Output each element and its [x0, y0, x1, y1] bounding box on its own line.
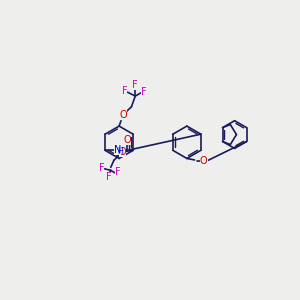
- Text: F: F: [115, 167, 121, 177]
- Text: O: O: [200, 156, 208, 166]
- Text: F: F: [106, 172, 111, 182]
- Text: F: F: [133, 80, 138, 90]
- Text: F: F: [141, 87, 147, 97]
- Text: O: O: [119, 110, 127, 120]
- Text: F: F: [122, 86, 127, 96]
- Text: O: O: [118, 147, 126, 157]
- Text: O: O: [124, 135, 131, 145]
- Text: F: F: [99, 163, 104, 173]
- Text: N: N: [114, 145, 121, 155]
- Text: H: H: [118, 147, 123, 156]
